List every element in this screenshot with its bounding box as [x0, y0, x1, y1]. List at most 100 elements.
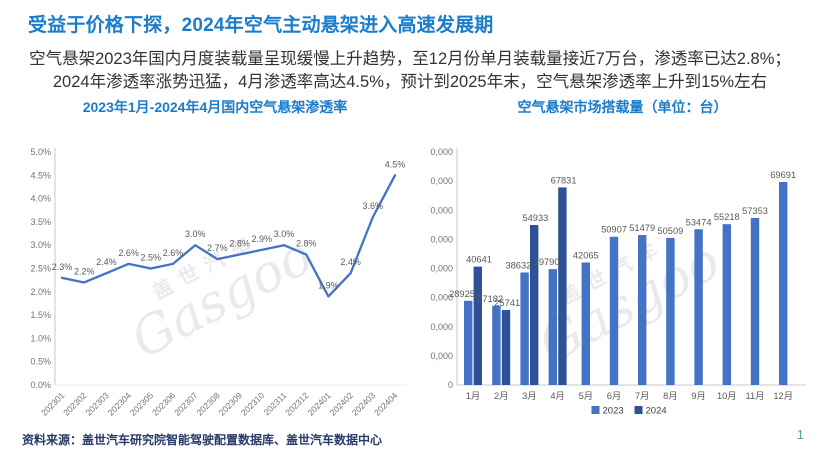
svg-text:80,000: 80,000: [430, 147, 453, 157]
svg-text:2.5%: 2.5%: [141, 253, 162, 263]
svg-text:2.8%: 2.8%: [296, 239, 317, 249]
svg-text:1月: 1月: [466, 391, 480, 401]
line-chart-canvas: 0.0% 0.5% 1.0% 1.5% 2.0% 2.5% 3.0% 3.5% 4.0% 4.5%…: [30, 147, 407, 418]
volume-bar-chart: 盖世汽车 Gasgoo 010,00020,00030,00040,00050,…: [430, 140, 815, 440]
svg-text:11月: 11月: [746, 391, 765, 401]
svg-text:2024: 2024: [646, 406, 667, 417]
svg-text:202308: 202308: [194, 390, 222, 418]
data-labels: 2.3% 2.2%2.4%2.6% 2.5% 2.6%3.0%2.7% 2.8% 2.9%…: [52, 159, 406, 290]
summary-line-1: 空气悬架2023年国内月度装载量呈现缓慢上升趋势，至12月份单月装载量接近7万台…: [29, 50, 791, 68]
svg-text:50907: 50907: [601, 225, 627, 235]
svg-text:4.0%: 4.0%: [30, 194, 51, 204]
bar-chart-canvas: 0 10,000 20,000 30,000 40,000 50,000 60,000 70,…: [430, 147, 806, 417]
svg-text:70,000: 70,000: [430, 176, 453, 186]
svg-text:9月: 9月: [691, 391, 705, 401]
svg-text:8月: 8月: [663, 391, 677, 401]
svg-text:20,000: 20,000: [430, 322, 453, 332]
svg-text:2.3%: 2.3%: [52, 262, 73, 272]
y-axis: 0 10,000 20,000 30,000 40,000 50,000 60,000 70,…: [430, 147, 806, 390]
svg-text:1.9%: 1.9%: [318, 280, 339, 290]
svg-text:10,000: 10,000: [430, 351, 453, 361]
svg-text:202306: 202306: [150, 390, 178, 418]
svg-text:40,000: 40,000: [430, 264, 453, 274]
line-chart-title: 2023年1月-2024年4月国内空气悬架渗透率: [82, 99, 348, 115]
legend: 2023 2024: [591, 406, 667, 417]
svg-text:7月: 7月: [635, 391, 649, 401]
svg-text:3.0%: 3.0%: [185, 229, 206, 239]
svg-text:202307: 202307: [172, 390, 200, 418]
series-line: [60, 174, 397, 298]
svg-text:27182: 27182: [477, 294, 503, 304]
x-axis-labels: 1月 2月 3月 4月 5月 6月 7月 8月 9月 10月 11月 12月: [466, 391, 793, 401]
svg-text:2.8%: 2.8%: [229, 239, 250, 249]
svg-text:6月: 6月: [607, 391, 621, 401]
penetration-line-chart: 盖世汽车 Gasgoo 0.0% 0.5% 1.0% 1.5% 2.0% 2.5% 3.0%…: [15, 140, 415, 430]
svg-text:39790: 39790: [534, 257, 560, 267]
svg-text:57353: 57353: [742, 206, 768, 216]
svg-text:53474: 53474: [686, 217, 712, 227]
svg-text:4.5%: 4.5%: [30, 170, 51, 180]
svg-text:38632: 38632: [505, 260, 531, 270]
svg-text:202302: 202302: [61, 390, 89, 418]
svg-text:202309: 202309: [217, 390, 245, 418]
data-source-note: 资料来源：盖世汽车研究院智能驾驶配置数据库、盖世汽车数据中心: [22, 433, 383, 447]
svg-text:3.5%: 3.5%: [30, 217, 51, 227]
svg-text:40641: 40641: [466, 255, 492, 265]
svg-text:202305: 202305: [128, 390, 156, 418]
svg-text:202301: 202301: [39, 390, 67, 418]
svg-text:69691: 69691: [770, 170, 796, 180]
svg-text:50509: 50509: [657, 226, 683, 236]
svg-text:4月: 4月: [550, 391, 564, 401]
svg-text:30,000: 30,000: [430, 293, 453, 303]
svg-text:3.6%: 3.6%: [363, 201, 384, 211]
bars-2024: [473, 187, 567, 385]
svg-text:12月: 12月: [773, 391, 793, 401]
svg-text:42065: 42065: [573, 250, 599, 260]
bars-2023: [464, 182, 788, 385]
y-axis: 0.0% 0.5% 1.0% 1.5% 2.0% 2.5% 3.0% 3.5% 4.0% 4.5%…: [30, 147, 407, 390]
svg-text:202310: 202310: [239, 390, 267, 418]
summary-line-2: 2024年渗透率涨势迅猛，4月渗透率高达4.5%，预计到2025年末，空气悬架渗…: [52, 73, 768, 91]
svg-text:2.9%: 2.9%: [252, 234, 273, 244]
svg-text:67831: 67831: [551, 175, 577, 185]
svg-text:3月: 3月: [522, 391, 536, 401]
svg-text:202404: 202404: [372, 390, 400, 418]
svg-text:202303: 202303: [83, 390, 111, 418]
svg-text:51479: 51479: [629, 223, 655, 233]
svg-text:2.4%: 2.4%: [96, 257, 117, 267]
svg-text:0.0%: 0.0%: [30, 380, 51, 390]
svg-text:2.2%: 2.2%: [74, 266, 95, 276]
svg-text:1.0%: 1.0%: [30, 333, 51, 343]
svg-text:3.0%: 3.0%: [30, 240, 51, 250]
svg-text:5.0%: 5.0%: [30, 147, 51, 157]
svg-text:2.6%: 2.6%: [163, 248, 184, 258]
page-number: 1: [796, 427, 804, 442]
svg-text:3.0%: 3.0%: [274, 229, 295, 239]
svg-text:4.5%: 4.5%: [385, 159, 406, 169]
svg-text:50,000: 50,000: [430, 234, 453, 244]
svg-text:0.5%: 0.5%: [30, 357, 51, 367]
svg-text:202304: 202304: [106, 390, 134, 418]
svg-text:2.5%: 2.5%: [30, 264, 51, 274]
svg-text:28925: 28925: [449, 289, 475, 299]
svg-text:55218: 55218: [714, 212, 740, 222]
svg-text:202402: 202402: [328, 390, 356, 418]
bar-chart-title: 空气悬架市场搭载量（单位：台）: [517, 99, 728, 115]
svg-text:2月: 2月: [494, 391, 508, 401]
svg-text:2.4%: 2.4%: [340, 257, 361, 267]
svg-text:2.6%: 2.6%: [118, 248, 139, 258]
svg-text:2023: 2023: [603, 406, 624, 417]
svg-text:0: 0: [448, 380, 453, 390]
svg-text:54933: 54933: [522, 213, 548, 223]
svg-text:5月: 5月: [579, 391, 593, 401]
page-title: 受益于价格下探，2024年空气主动悬架进入高速发展期: [28, 15, 494, 36]
svg-text:2.0%: 2.0%: [30, 287, 51, 297]
svg-text:202403: 202403: [350, 390, 378, 418]
svg-text:60,000: 60,000: [430, 205, 453, 215]
x-axis-labels: 2023012023022023032023042023052023062023…: [39, 390, 400, 418]
svg-text:202401: 202401: [305, 390, 333, 418]
svg-text:202312: 202312: [283, 390, 311, 418]
svg-text:1.5%: 1.5%: [30, 310, 51, 320]
